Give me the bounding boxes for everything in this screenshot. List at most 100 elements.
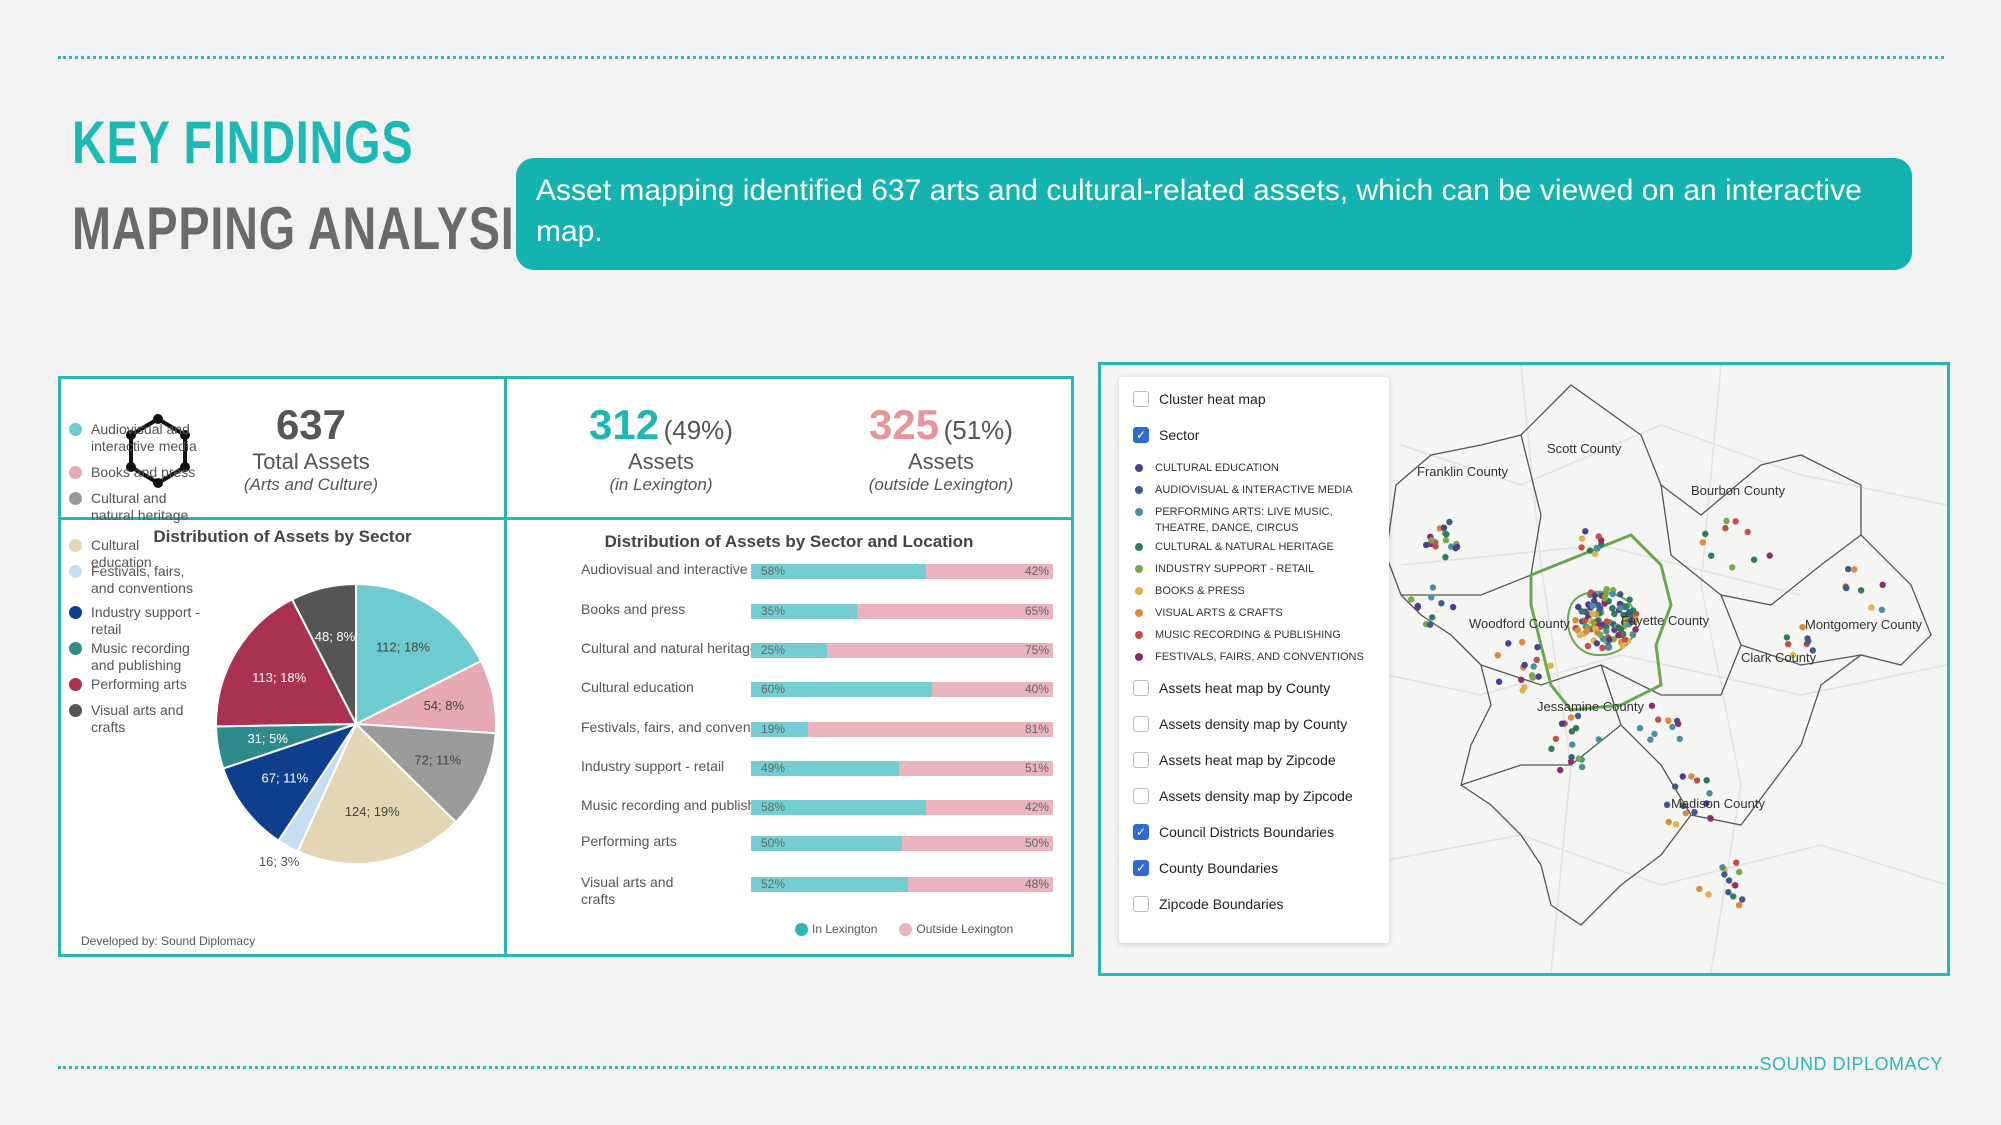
asset-marker[interactable]	[1557, 766, 1564, 774]
asset-marker[interactable]	[1679, 773, 1686, 780]
asset-marker[interactable]	[1568, 728, 1576, 735]
asset-marker[interactable]	[1615, 632, 1622, 639]
asset-marker[interactable]	[1626, 609, 1633, 616]
asset-marker[interactable]	[1708, 552, 1715, 559]
asset-marker[interactable]	[1595, 533, 1602, 540]
asset-marker[interactable]	[1680, 802, 1687, 809]
asset-marker[interactable]	[1609, 605, 1616, 612]
asset-marker[interactable]	[1590, 619, 1597, 627]
asset-marker[interactable]	[1582, 528, 1589, 535]
asset-marker[interactable]	[1590, 597, 1598, 605]
asset-marker[interactable]	[1589, 602, 1596, 609]
asset-marker[interactable]	[1878, 606, 1886, 613]
asset-marker[interactable]	[1750, 556, 1758, 563]
asset-marker[interactable]	[1676, 735, 1683, 743]
layer-toggle[interactable]: Assets density map by County	[1133, 716, 1347, 732]
asset-marker[interactable]	[1621, 636, 1629, 643]
asset-marker[interactable]	[1429, 614, 1436, 621]
asset-marker[interactable]	[1603, 628, 1610, 635]
asset-marker[interactable]	[1599, 644, 1606, 651]
asset-marker[interactable]	[1597, 631, 1604, 638]
asset-marker[interactable]	[1619, 642, 1626, 649]
asset-marker[interactable]	[1879, 581, 1886, 588]
asset-marker[interactable]	[1669, 723, 1676, 731]
asset-marker[interactable]	[1443, 531, 1450, 538]
asset-marker[interactable]	[1589, 610, 1596, 617]
asset-marker[interactable]	[1518, 676, 1525, 683]
layer-toggle[interactable]: Assets heat map by County	[1133, 680, 1330, 696]
asset-marker[interactable]	[1414, 602, 1421, 610]
asset-marker[interactable]	[1575, 603, 1582, 611]
asset-marker[interactable]	[1572, 617, 1579, 624]
asset-marker[interactable]	[1611, 610, 1618, 618]
asset-marker[interactable]	[1552, 735, 1560, 743]
asset-marker[interactable]	[1438, 600, 1445, 607]
asset-marker[interactable]	[1721, 871, 1728, 878]
asset-marker[interactable]	[1446, 518, 1453, 526]
asset-marker[interactable]	[1594, 545, 1601, 552]
asset-marker[interactable]	[1632, 626, 1639, 633]
asset-marker[interactable]	[1595, 736, 1602, 743]
asset-marker[interactable]	[1672, 821, 1680, 828]
asset-marker[interactable]	[1495, 678, 1503, 685]
asset-marker[interactable]	[1521, 661, 1528, 669]
asset-marker[interactable]	[1655, 716, 1662, 723]
asset-marker[interactable]	[1688, 773, 1695, 780]
asset-marker[interactable]	[1548, 745, 1555, 752]
asset-markers[interactable]	[1408, 517, 1886, 909]
layer-checkbox[interactable]: ✓	[1133, 824, 1149, 840]
layer-checkbox[interactable]	[1133, 680, 1149, 696]
asset-marker[interactable]	[1533, 656, 1540, 663]
asset-marker[interactable]	[1428, 537, 1435, 544]
asset-marker[interactable]	[1494, 652, 1501, 659]
layer-toggle-cluster-heat-map[interactable]: Cluster heat map	[1133, 391, 1266, 407]
asset-marker[interactable]	[1620, 611, 1627, 619]
asset-marker[interactable]	[1675, 720, 1682, 727]
layer-toggle[interactable]: Assets density map by Zipcode	[1133, 788, 1353, 804]
asset-marker[interactable]	[1449, 603, 1457, 611]
asset-marker[interactable]	[1578, 535, 1586, 542]
asset-marker[interactable]	[1805, 637, 1812, 645]
asset-marker[interactable]	[1591, 592, 1598, 599]
layer-toggle[interactable]: ✓ County Boundaries	[1133, 860, 1278, 876]
asset-marker[interactable]	[1735, 902, 1743, 909]
asset-marker[interactable]	[1442, 554, 1449, 561]
asset-marker[interactable]	[1530, 663, 1537, 670]
asset-marker[interactable]	[1578, 608, 1585, 615]
layer-toggle-sector[interactable]: ✓ Sector	[1133, 427, 1199, 443]
asset-marker[interactable]	[1636, 725, 1644, 732]
asset-marker[interactable]	[1586, 547, 1594, 554]
asset-marker[interactable]	[1442, 536, 1450, 544]
asset-marker[interactable]	[1730, 893, 1737, 900]
asset-marker[interactable]	[1707, 815, 1714, 822]
asset-marker[interactable]	[1568, 754, 1575, 761]
asset-marker[interactable]	[1699, 539, 1707, 546]
layer-toggle[interactable]: ✓ Council Districts Boundaries	[1133, 824, 1334, 840]
asset-marker[interactable]	[1723, 517, 1730, 525]
layer-toggle[interactable]: Zipcode Boundaries	[1133, 896, 1284, 912]
asset-marker[interactable]	[1617, 604, 1624, 612]
asset-marker[interactable]	[1574, 712, 1582, 720]
asset-marker[interactable]	[1558, 720, 1566, 727]
layer-checkbox[interactable]	[1133, 788, 1149, 804]
asset-marker[interactable]	[1617, 626, 1625, 633]
asset-marker[interactable]	[1535, 673, 1542, 680]
asset-marker[interactable]	[1682, 810, 1689, 817]
asset-marker[interactable]	[1732, 518, 1739, 525]
asset-marker[interactable]	[1663, 801, 1671, 808]
asset-marker[interactable]	[1529, 674, 1536, 681]
asset-marker[interactable]	[1729, 564, 1736, 571]
asset-marker[interactable]	[1665, 818, 1672, 826]
asset-marker[interactable]	[1521, 684, 1528, 691]
asset-marker[interactable]	[1408, 596, 1415, 603]
asset-marker[interactable]	[1623, 603, 1630, 610]
asset-marker[interactable]	[1567, 714, 1575, 721]
asset-marker[interactable]	[1534, 644, 1541, 651]
asset-marker[interactable]	[1789, 651, 1797, 659]
asset-marker[interactable]	[1578, 763, 1586, 771]
asset-marker[interactable]	[1606, 636, 1613, 643]
asset-marker[interactable]	[1703, 777, 1710, 784]
asset-marker[interactable]	[1605, 644, 1613, 651]
asset-marker[interactable]	[1505, 640, 1512, 647]
asset-marker[interactable]	[1629, 631, 1637, 638]
